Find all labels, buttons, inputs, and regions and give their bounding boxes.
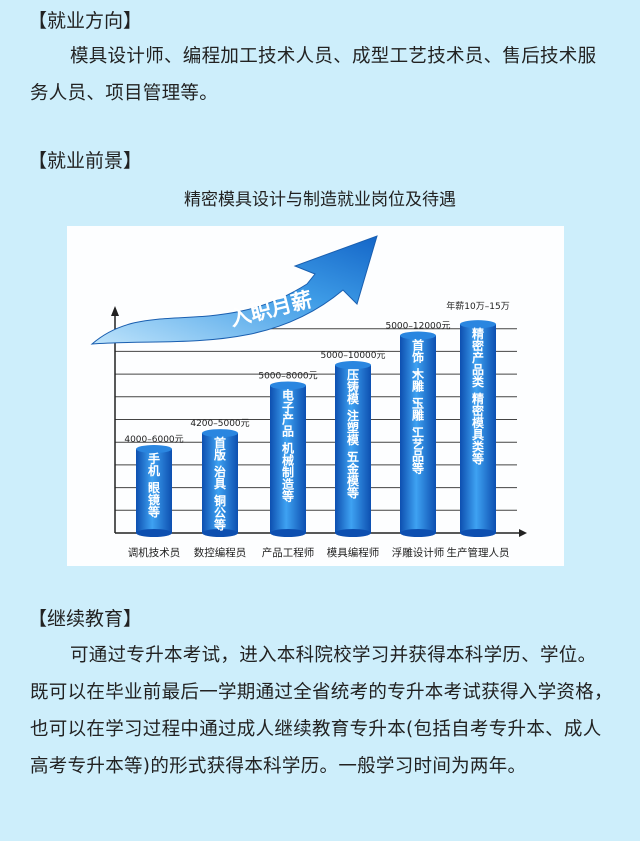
bar-bottom <box>400 529 436 537</box>
bar-cylinder <box>335 365 371 533</box>
salary-label: 年薪10万–15万 <box>446 300 509 312</box>
category-label: 浮雕设计师 <box>392 546 445 559</box>
salary-label: 4200–5000元 <box>190 419 249 429</box>
category-label: 生产管理人员 <box>447 546 510 559</box>
bar-bottom <box>202 529 238 537</box>
category-label: 数控编程员 <box>194 546 247 559</box>
category-label: 调机技术员 <box>128 546 181 559</box>
salary-infographic: 入职月薪 4000–6000元 调机技术员 手机、眼镜等 4200–5000元 数控编程… <box>67 226 564 566</box>
bar-top <box>335 361 371 370</box>
bar-description: 手机、眼镜等 <box>147 451 160 519</box>
bar-bottom <box>136 529 172 537</box>
bar-top <box>460 320 496 329</box>
salary-label: 5000–8000元 <box>258 371 317 381</box>
chart-title: 精密模具设计与制造就业岗位及待遇 <box>184 190 456 210</box>
salary-label: 5000–12000元 <box>385 322 450 332</box>
salary-chart-svg: 入职月薪 4000–6000元调机技术员手机、眼镜等4200–5000元数控编程… <box>90 235 527 559</box>
bar-top <box>270 381 306 390</box>
bar-cylinder <box>202 433 238 533</box>
bar-top <box>136 445 172 454</box>
salary-label: 4000–6000元 <box>124 435 183 445</box>
bar-description: 精密产品类、精密模具类等 <box>471 326 485 466</box>
salary-label: 5000–10000元 <box>320 351 385 361</box>
bar-bottom <box>335 529 371 537</box>
section-heading-direction: 【就业方向】 <box>28 10 143 32</box>
bar-bottom <box>460 529 496 537</box>
y-axis-arrow-icon <box>111 306 119 316</box>
bar-cylinder <box>460 324 496 533</box>
bar-description: 电子产品、机械制造等 <box>281 387 295 503</box>
bar-cylinder <box>270 385 306 533</box>
education-body: 可通过专升本考试，进入本科院校学习并获得本科学历、学位。既可以在毕业前最后一学期… <box>30 645 613 777</box>
x-axis-arrow-icon <box>519 529 527 537</box>
direction-body: 模具设计师、编程加工技术人员、成型工艺技术员、售后技术服务人员、项目管理等。 <box>30 46 597 104</box>
bar-top <box>400 331 436 340</box>
bar-cylinder <box>400 335 436 533</box>
bar-top <box>202 429 238 438</box>
category-label: 模具编程师 <box>327 546 380 559</box>
growth-arrow-icon <box>90 235 378 345</box>
bar-cylinder <box>136 449 172 533</box>
bar-description: 首饰、木雕、玉雕、工艺品等 <box>411 338 425 476</box>
bar-bottom <box>270 529 306 537</box>
bar-description: 压铸模、注塑模、五金模等 <box>346 368 360 500</box>
section-heading-education: 【继续教育】 <box>28 608 143 630</box>
category-label: 产品工程师 <box>262 546 315 559</box>
section-heading-prospect: 【就业前景】 <box>28 150 143 172</box>
bar-description: 首版、治具、铜公等 <box>213 435 226 532</box>
